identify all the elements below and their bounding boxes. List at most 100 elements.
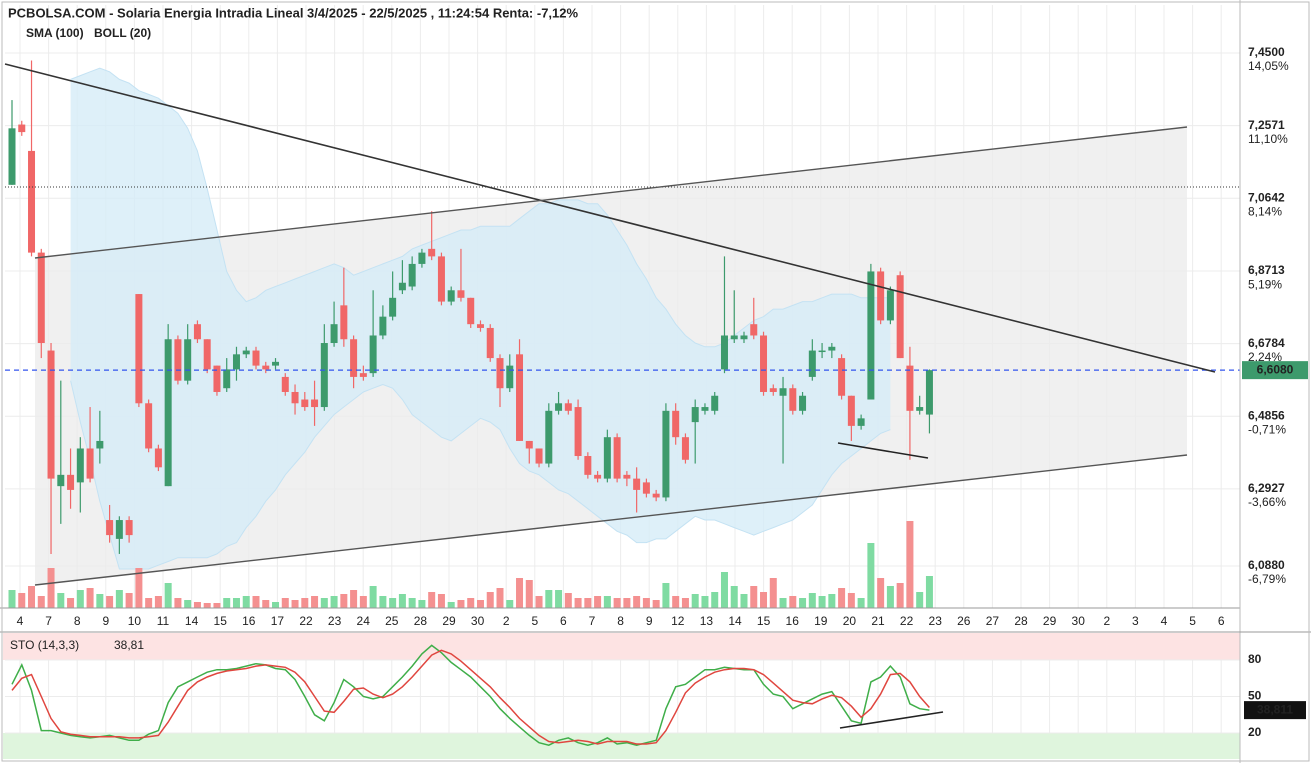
candle-body — [389, 297, 397, 317]
volume-bar — [398, 594, 406, 608]
volume-bar — [486, 592, 494, 608]
y2-tick-label: 8,14% — [1248, 205, 1282, 219]
y-tick-label: 20 — [1248, 725, 1262, 739]
x-tick-label: 13 — [700, 614, 714, 628]
candle-body — [320, 343, 328, 408]
volume-bar — [847, 593, 855, 608]
y-tick-label: 6,6784 — [1248, 336, 1285, 350]
y-tick-label: 6,0880 — [1248, 558, 1285, 572]
volume-bar — [369, 586, 377, 608]
x-tick-label: 25 — [385, 614, 399, 628]
candle-body — [525, 440, 533, 449]
volume-bar — [535, 596, 543, 608]
candle-body — [213, 365, 221, 392]
background-layer — [3, 5, 1240, 759]
x-tick-label: 29 — [442, 614, 456, 628]
volume-bar — [662, 583, 670, 608]
x-tick-label: 28 — [414, 614, 428, 628]
volume-bar — [574, 598, 582, 608]
volume-bar — [906, 521, 914, 608]
volume-bar — [28, 586, 36, 608]
volume-bar — [203, 603, 211, 608]
volume-bar — [174, 598, 182, 608]
x-tick-label: 16 — [242, 614, 256, 628]
volume-bar — [916, 592, 924, 608]
candle-body — [584, 456, 592, 475]
x-tick-label: 19 — [814, 614, 828, 628]
volume-bar — [359, 596, 367, 608]
volume-bar — [408, 598, 416, 608]
volume-bar — [213, 603, 221, 608]
x-tick-label: 23 — [929, 614, 943, 628]
volume-bar — [252, 596, 260, 608]
candle-body — [906, 365, 914, 411]
volume-bar — [281, 598, 289, 608]
y2-tick-label: -0,71% — [1248, 422, 1286, 436]
volume-bar — [457, 600, 465, 608]
indicator-label: BOLL (20) — [94, 26, 151, 40]
candle-body — [486, 327, 494, 359]
x-tick-label: 23 — [328, 614, 342, 628]
candle-body — [838, 358, 846, 396]
volume-bar — [262, 600, 270, 608]
x-tick-label: 14 — [185, 614, 199, 628]
volume-bar — [301, 598, 309, 608]
candle-body — [896, 275, 904, 359]
volume-bar — [96, 594, 104, 608]
volume-bar — [672, 596, 680, 608]
volume-bar — [818, 596, 826, 608]
volume-bar — [603, 596, 611, 608]
channel-upper — [34, 126, 1188, 259]
candle-body — [76, 448, 84, 483]
candle-body — [701, 407, 709, 411]
volume-bar — [789, 596, 797, 608]
candle-body — [262, 365, 270, 370]
x-tick-label: 15 — [214, 614, 228, 628]
candle-body — [613, 437, 621, 479]
y2-tick-label: 11,10% — [1248, 132, 1288, 146]
volume-bar — [691, 594, 699, 608]
candle-body — [28, 150, 36, 253]
x-tick-label: 10 — [128, 614, 142, 628]
candle-body — [408, 263, 416, 287]
volume-bar — [760, 592, 768, 608]
x-tick-label: 26 — [957, 614, 971, 628]
candle-body — [925, 370, 933, 415]
x-tick-label: 5 — [1189, 614, 1196, 628]
volume-bar — [740, 594, 748, 608]
volume-bar — [594, 596, 602, 608]
candle-body — [252, 350, 260, 366]
candle-body — [57, 474, 65, 487]
candle-body — [799, 395, 807, 411]
candle-body — [828, 346, 836, 351]
volume-bar — [516, 578, 524, 608]
volume-bar — [350, 590, 358, 608]
candle-body — [633, 478, 641, 490]
x-tick-label: 21 — [871, 614, 885, 628]
candle-body — [203, 339, 211, 370]
candle-body — [379, 316, 387, 336]
channel-lower — [34, 454, 1188, 586]
stochastic-line — [11, 644, 930, 746]
x-tick-label: 2 — [503, 614, 510, 628]
candle-body — [96, 440, 104, 449]
candle-body — [623, 474, 631, 479]
candle-body — [535, 448, 543, 464]
volume-bar — [584, 598, 592, 608]
y2-tick-label: 2,24% — [1248, 350, 1282, 364]
candle-body — [642, 482, 650, 494]
x-tick-label: 8 — [617, 614, 624, 628]
candle-body — [760, 335, 768, 392]
volume-bar — [681, 598, 689, 608]
volume-bar — [47, 568, 55, 608]
candle-body — [730, 335, 738, 340]
volume-bar — [311, 596, 319, 608]
value-tag-label: 38,811 — [1257, 702, 1293, 716]
candle-body — [545, 410, 553, 464]
candle-body — [145, 403, 153, 449]
volume-bar — [437, 594, 445, 608]
panel-title: STO (14,3,3) — [10, 638, 79, 652]
x-tick-label: 28 — [1014, 614, 1028, 628]
